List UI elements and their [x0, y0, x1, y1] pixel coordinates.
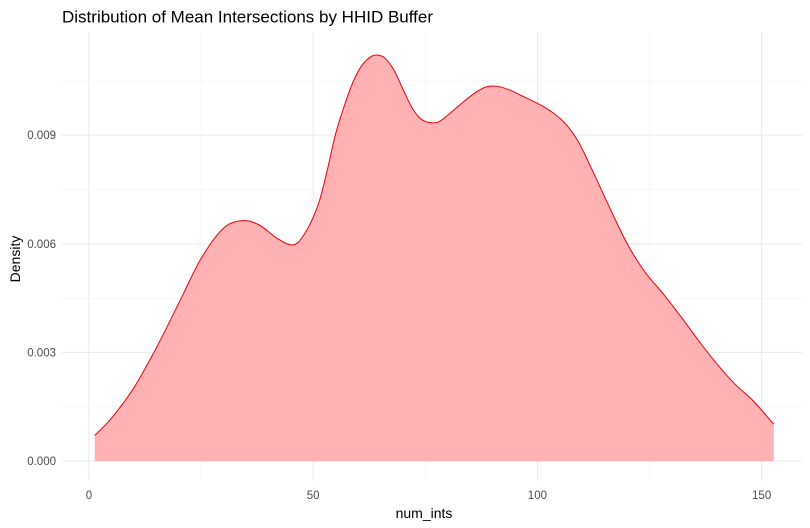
density-curve-line: [94, 54, 775, 436]
x-axis-tick-labels: 0 50 100 150: [86, 490, 772, 502]
x-tick-label: 150: [752, 490, 771, 502]
x-tick-label: 100: [528, 490, 547, 502]
y-axis-title: Density: [7, 236, 23, 283]
x-tick-label: 0: [86, 490, 92, 502]
density-plot-area: [94, 54, 775, 462]
y-tick-label: 0.006: [27, 239, 56, 251]
x-tick-label: 50: [307, 490, 320, 502]
y-tick-label: 0.009: [27, 130, 56, 142]
y-axis-tick-labels: 0.000 0.003 0.006 0.009: [27, 130, 56, 468]
y-tick-label: 0.003: [27, 347, 56, 359]
density-area-fill: [94, 54, 774, 462]
chart-title: Distribution of Mean Intersections by HH…: [62, 8, 433, 27]
x-axis-title: num_ints: [396, 505, 453, 521]
y-tick-label: 0.000: [27, 456, 56, 468]
